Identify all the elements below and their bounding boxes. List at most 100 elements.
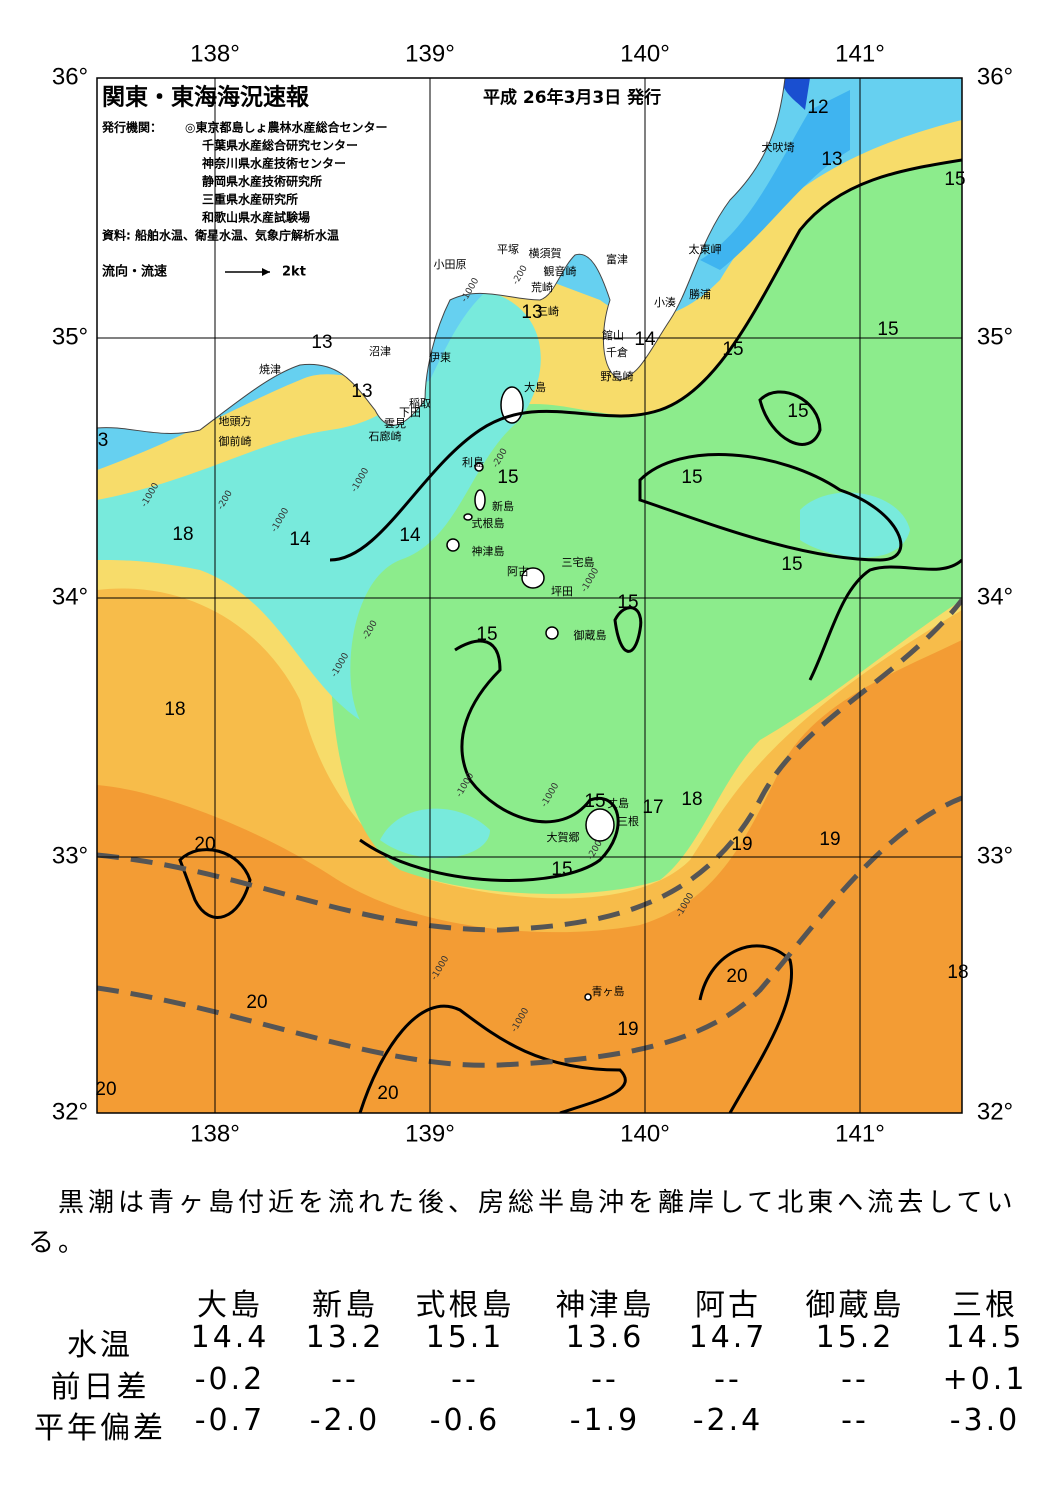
legend-arrowhead — [262, 268, 270, 276]
place-name: 三根 — [617, 814, 639, 828]
island — [463, 513, 473, 521]
contour-label: 18 — [681, 789, 702, 810]
place-name: 阿古 — [507, 565, 529, 578]
legend-label: 流向・流速 — [102, 264, 167, 280]
place-name: 式根島 — [472, 516, 505, 530]
contour-label: 15 — [781, 554, 802, 575]
table-value: -- — [591, 1362, 619, 1397]
table-value: 15.2 — [815, 1320, 895, 1355]
contour-label: 20 — [246, 992, 267, 1013]
place-name: 小湊 — [654, 295, 676, 309]
contour-label: 14 — [399, 525, 421, 546]
lat-label: 34° — [52, 583, 88, 610]
sources: 資料: 船舶水温、衛星水温、気象庁解析水温 — [102, 228, 339, 243]
isotherm — [638, 453, 903, 562]
lat-label: 32° — [52, 1098, 88, 1125]
zone-14 — [380, 808, 490, 859]
place-name: 犬吠埼 — [762, 140, 795, 154]
table-value: 15.1 — [425, 1320, 505, 1355]
contour-label: 14 — [289, 529, 311, 550]
place-name: 大島 — [524, 380, 546, 394]
contour-label: 15 — [681, 467, 702, 488]
lat-label: 35° — [52, 323, 88, 350]
contour-label: 18 — [164, 699, 185, 720]
row-label: 平年偏差 — [34, 1411, 166, 1446]
publisher-label: 発行機関： — [101, 120, 162, 135]
contour-label: 15 — [787, 401, 808, 422]
contour-label: 15 — [476, 624, 497, 645]
contour-label: 3 — [98, 430, 109, 451]
lon-label: 139° — [405, 1120, 455, 1147]
contour-label: 12 — [807, 97, 828, 118]
island — [585, 808, 615, 842]
island — [446, 538, 460, 552]
summary: 黒潮は青ヶ島付近を流れた後、房総半島沖を離岸して北東へ流去している。 — [28, 1188, 1017, 1258]
contour-label: 13 — [351, 381, 372, 402]
island — [521, 567, 545, 589]
table-value: -3.0 — [949, 1403, 1021, 1438]
table-value: 13.6 — [565, 1320, 645, 1355]
table-value: -0.6 — [429, 1403, 501, 1438]
land — [97, 78, 786, 434]
place-name: 伊東 — [429, 351, 451, 364]
contour-label: 19 — [731, 834, 752, 855]
table-value: -- — [331, 1362, 359, 1397]
map-title: 関東・東海海況速報 — [102, 84, 310, 111]
place-name: 御前崎 — [219, 434, 252, 448]
place-name: 平塚 — [497, 243, 519, 256]
place-name: 雲見 — [384, 417, 406, 430]
table-value: -- — [451, 1362, 479, 1397]
place-name: 横須賀 — [529, 246, 562, 260]
zone-12 — [700, 90, 850, 270]
publisher: ◎東京都島しょ農林水産総合センター — [185, 120, 387, 135]
contour-label: 13 — [311, 332, 332, 353]
issue-date: 平成 26年3月3日 発行 — [483, 87, 661, 108]
place-name: 野島崎 — [601, 369, 634, 383]
contour-label: 17 — [642, 797, 663, 818]
place-name: 下田 — [399, 406, 421, 419]
isotherm — [329, 158, 962, 562]
isotherm — [358, 1004, 627, 1113]
station-header: 阿古 — [695, 1288, 761, 1323]
table-value: -2.0 — [309, 1403, 381, 1438]
place-name: 坪田 — [551, 585, 573, 598]
station-header: 神津島 — [555, 1288, 655, 1323]
contour-label: 19 — [819, 829, 840, 850]
place-name: 御蔵島 — [574, 628, 607, 642]
place-name: 新島 — [492, 499, 514, 513]
table-value: 14.7 — [688, 1320, 768, 1355]
map-frame — [96, 77, 963, 1114]
contour-label: 15 — [617, 592, 638, 613]
place-name: 勝浦 — [689, 287, 711, 301]
publisher: 神奈川県水産技術センター — [202, 156, 346, 171]
contour-label: 15 — [497, 467, 518, 488]
contour-label: 18 — [947, 962, 968, 983]
isotherms — [178, 158, 962, 1113]
contour-label: 15 — [722, 339, 743, 360]
place-name: 利島 — [462, 455, 484, 469]
contour-label: 20 — [95, 1079, 116, 1100]
station-header: 式根島 — [415, 1288, 515, 1323]
isotherm — [359, 639, 620, 882]
contour-label: 15 — [551, 859, 572, 880]
kuroshio-line — [97, 598, 962, 933]
table-value: -0.7 — [194, 1403, 266, 1438]
publisher: 静岡県水産技術研究所 — [202, 174, 322, 189]
table-value: -0.2 — [194, 1362, 266, 1397]
contour-label: 20 — [194, 834, 215, 855]
place-name: 地頭方 — [219, 414, 252, 428]
station-header: 御蔵島 — [805, 1288, 905, 1323]
place-name: 青ヶ島 — [592, 984, 625, 998]
isotherm — [698, 944, 793, 1113]
table-value: -- — [714, 1362, 742, 1397]
contour-label: 18 — [172, 524, 193, 545]
place-name: 沼津 — [369, 344, 391, 358]
place-name: 三崎 — [537, 304, 559, 318]
station-header: 新島 — [312, 1288, 378, 1323]
contour-label: 13 — [821, 149, 842, 170]
table-value: -1.9 — [569, 1403, 641, 1438]
place-name: 小田原 — [434, 258, 467, 271]
table-value: -- — [841, 1362, 869, 1397]
place-name: 神津島 — [472, 544, 505, 558]
lon-label: 140° — [620, 1120, 670, 1147]
